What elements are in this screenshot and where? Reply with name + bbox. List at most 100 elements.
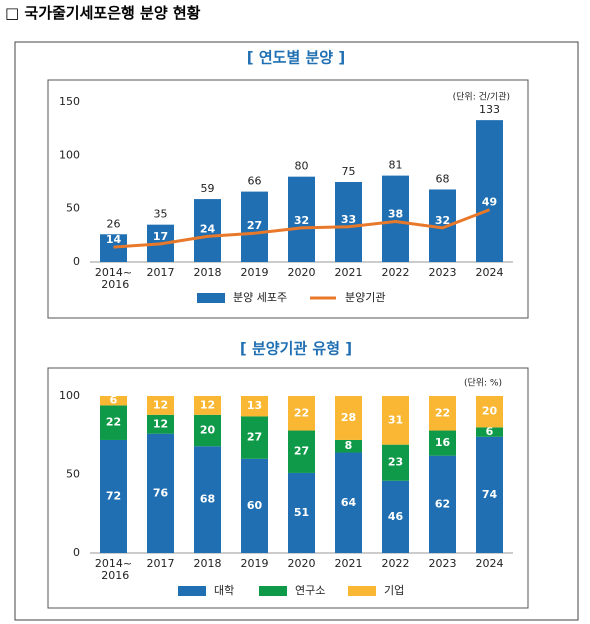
x-tick-label: 2020 <box>288 557 316 570</box>
bar-segment <box>288 430 315 473</box>
bar-segment <box>476 436 503 553</box>
x-tick-label: 2014~ 2016 <box>95 557 132 582</box>
segment-label: 20 <box>200 424 216 437</box>
line-value-label: 38 <box>388 207 403 220</box>
value-label: 68 <box>436 172 450 185</box>
segment-label: 22 <box>294 406 309 419</box>
bar-segment <box>382 480 409 553</box>
x-tick-label: 2023 <box>429 266 457 279</box>
y-tick-label: 100 <box>59 389 80 402</box>
x-tick-label: 2022 <box>382 557 410 570</box>
bar-segment <box>288 472 315 553</box>
legend-label: 기업 <box>384 584 404 597</box>
bar <box>288 176 315 262</box>
legend-swatch <box>197 293 225 303</box>
x-tick-label: 2019 <box>241 266 269 279</box>
chart-title: [ 분양기관 유형 ] <box>240 340 352 358</box>
chart-title: [ 연도별 분양 ] <box>247 49 345 67</box>
line-value-label: 27 <box>247 219 262 232</box>
bar-segment <box>241 458 268 553</box>
chart-frame <box>47 367 529 609</box>
x-tick-label: 2018 <box>194 266 222 279</box>
line-value-label: 49 <box>482 196 497 209</box>
line-value-label: 14 <box>106 233 122 246</box>
value-label: 35 <box>154 208 168 221</box>
bar-segment <box>100 396 127 406</box>
bar-segment <box>476 396 503 428</box>
bar-segment <box>335 439 362 453</box>
segment-label: 8 <box>345 439 353 452</box>
bar-segment <box>476 427 503 437</box>
legend-swatch <box>178 586 206 596</box>
bar-segment <box>100 405 127 440</box>
bar-segment <box>429 430 456 456</box>
y-tick-label: 0 <box>73 546 80 559</box>
x-tick-label: 2019 <box>241 557 269 570</box>
y-tick-label: 0 <box>73 255 80 268</box>
bar <box>335 182 362 262</box>
segment-label: 31 <box>388 413 403 426</box>
segment-label: 51 <box>294 506 309 519</box>
segment-label: 16 <box>435 436 451 449</box>
legend-label: 연구소 <box>295 584 325 597</box>
y-tick-label: 50 <box>66 468 80 481</box>
legend-label: 분양 세포주 <box>233 291 287 304</box>
x-tick-label: 2024 <box>476 557 504 570</box>
outer-frame <box>14 41 579 621</box>
x-tick-label: 2014~ 2016 <box>95 266 132 291</box>
bar-segment <box>429 455 456 553</box>
segment-label: 6 <box>110 394 118 407</box>
x-tick-label: 2024 <box>476 266 504 279</box>
bar <box>194 199 221 262</box>
segment-label: 12 <box>200 398 215 411</box>
segment-label: 60 <box>247 499 263 512</box>
legend-label: 대학 <box>214 584 234 597</box>
x-tick-label: 2022 <box>382 266 410 279</box>
bar-segment <box>194 446 221 553</box>
bar <box>476 120 503 262</box>
bar-segment <box>382 396 409 445</box>
chart-frame <box>47 79 529 319</box>
unit-label: (단위: 건/기관) <box>453 92 510 103</box>
line-value-label: 24 <box>200 222 216 235</box>
x-tick-label: 2017 <box>147 266 175 279</box>
bar-segment <box>288 396 315 431</box>
bar-segment <box>429 396 456 431</box>
segment-label: 28 <box>341 411 356 424</box>
segment-label: 62 <box>435 497 450 510</box>
bar <box>241 191 268 262</box>
x-tick-label: 2017 <box>147 557 175 570</box>
x-tick-label: 2020 <box>288 266 316 279</box>
segment-label: 27 <box>294 445 309 458</box>
value-label: 59 <box>201 182 215 195</box>
bar-segment <box>194 414 221 447</box>
segment-label: 46 <box>388 510 404 523</box>
segment-label: 64 <box>341 496 357 509</box>
bar-segment <box>335 396 362 440</box>
segment-label: 12 <box>153 417 168 430</box>
line <box>113 208 491 249</box>
line-value-label: 17 <box>153 230 168 243</box>
segment-label: 76 <box>153 486 169 499</box>
segment-label: 27 <box>247 431 262 444</box>
unit-label: (단위: %) <box>464 378 502 389</box>
value-label: 81 <box>389 159 403 172</box>
value-label: 75 <box>342 165 356 178</box>
value-label: 133 <box>479 103 500 116</box>
segment-label: 20 <box>482 405 498 418</box>
legend-swatch <box>348 586 376 596</box>
value-label: 80 <box>295 160 309 173</box>
bar-segment <box>335 452 362 553</box>
page-title: □ 국가줄기세포은행 분양 현황 <box>5 4 201 22</box>
bar-segment <box>241 416 268 459</box>
bar <box>100 234 127 262</box>
segment-label: 6 <box>486 425 494 438</box>
legend-swatch <box>259 586 287 596</box>
x-tick-label: 2018 <box>194 557 222 570</box>
bar-segment <box>147 396 174 415</box>
value-label: 66 <box>248 175 262 188</box>
legend-label: 분양기관 <box>345 291 385 304</box>
bar-segment <box>147 414 174 434</box>
x-tick-label: 2021 <box>335 266 363 279</box>
